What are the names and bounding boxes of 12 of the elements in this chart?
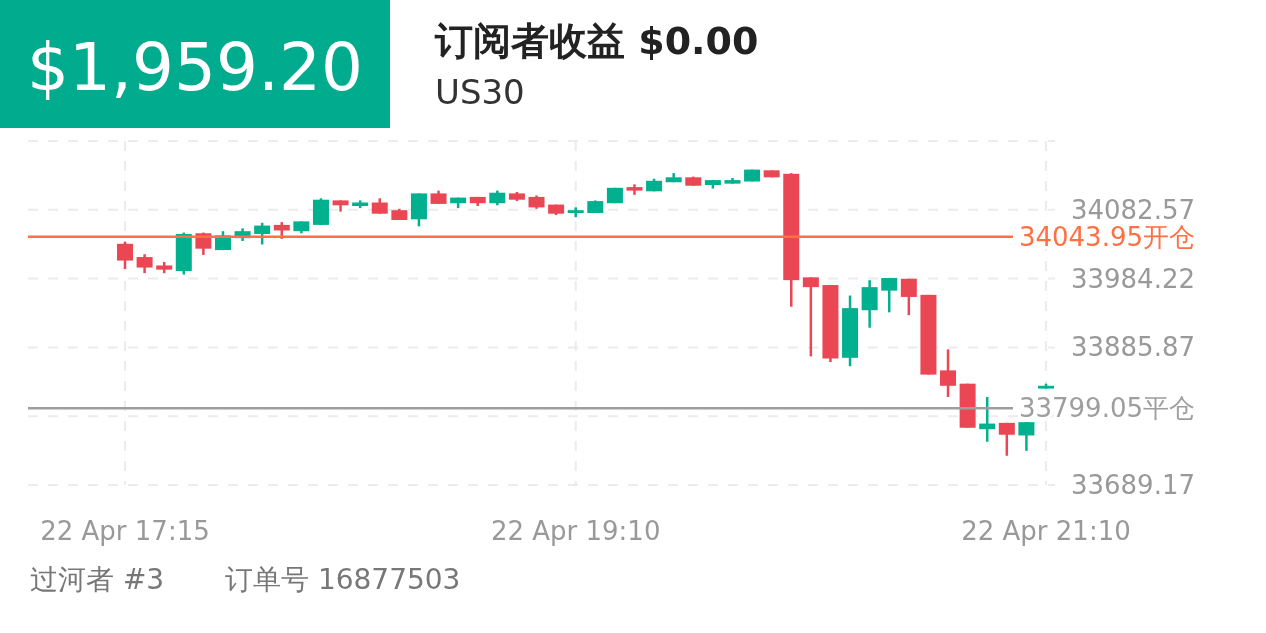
chart-subtitle: 订阅者收益 $0.00	[434, 19, 759, 63]
text: US30	[435, 72, 525, 112]
text: 订单号 16877503	[225, 563, 461, 596]
ref-line-label: 33799.05平仓	[1018, 393, 1195, 424]
x-tick-label: 22 Apr 19:10	[490, 516, 661, 546]
y-tick-label: 33885.87	[1070, 332, 1195, 363]
y-tick-label: 33984.22	[1070, 263, 1195, 294]
y-tick-label: 33689.17	[1070, 470, 1195, 500]
x-tick-label: 22 Apr 21:10	[961, 516, 1131, 546]
chart-title: $1,959.20	[27, 29, 363, 106]
text: 过河者 #3	[30, 563, 165, 596]
x-tick-label: 22 Apr 17:15	[40, 516, 210, 546]
